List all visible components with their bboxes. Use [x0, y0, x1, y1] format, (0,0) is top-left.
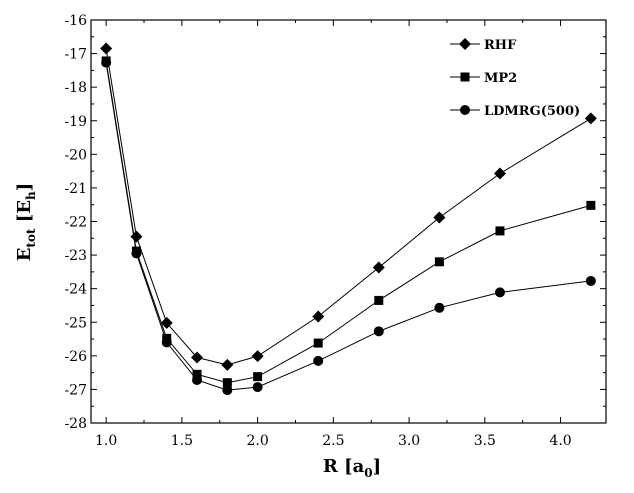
data-point-ldmrg-500	[373, 326, 384, 337]
y-axis-label-end: ]	[14, 183, 35, 192]
data-point-mp2	[495, 226, 505, 236]
y-tick-label: -18	[64, 80, 87, 96]
x-tick-label: 2.0	[246, 433, 268, 449]
data-point-mp2	[374, 295, 384, 305]
data-point-ldmrg-500	[131, 248, 142, 259]
y-tick-label: -24	[64, 282, 87, 298]
y-tick-label: -20	[64, 147, 87, 163]
data-point-ldmrg-500	[252, 382, 263, 393]
x-axis-label: R [a0]	[323, 456, 381, 480]
data-point-mp2	[192, 369, 202, 379]
y-tick-label: -22	[64, 215, 87, 231]
y-axis-label-main: E	[14, 248, 35, 262]
series-layer	[100, 42, 597, 396]
x-tick-label: 1.0	[95, 433, 117, 449]
data-point-mp2	[253, 372, 263, 382]
data-point-ldmrg-500	[161, 337, 172, 348]
data-point-rhf	[100, 42, 113, 55]
legend-marker-rhf	[459, 38, 471, 50]
series-line-rhf	[105, 48, 592, 366]
data-point-rhf	[251, 350, 264, 363]
data-point-mp2	[586, 200, 596, 210]
data-point-rhf	[493, 167, 506, 180]
y-tick-label: -23	[64, 248, 87, 264]
x-tick-label: 3.5	[474, 433, 496, 449]
x-axis-label-main: R [a	[323, 456, 365, 477]
y-tick-label: -28	[64, 416, 87, 432]
x-tick-label: 2.5	[322, 433, 344, 449]
x-axis-label-sub: 0	[364, 466, 372, 480]
y-tick-label: -16	[64, 13, 87, 29]
legend: RHF MP2 LDMRG(500)	[450, 38, 580, 119]
y-tick-label: -19	[64, 114, 87, 130]
data-point-rhf	[160, 316, 173, 329]
legend-label-mp2: MP2	[484, 71, 517, 86]
data-point-rhf	[372, 261, 385, 274]
data-point-ldmrg-500	[101, 57, 112, 68]
data-point-ldmrg-500	[434, 302, 445, 313]
legend-label-rhf: RHF	[484, 38, 517, 53]
data-point-rhf	[584, 112, 597, 125]
data-point-ldmrg-500	[222, 385, 233, 396]
x-tick-label: 1.5	[171, 433, 193, 449]
data-point-mp2	[222, 378, 232, 388]
data-point-rhf	[191, 351, 204, 364]
x-axis-label-end: ]	[373, 456, 382, 477]
y-axis-label: Etot [Eh]	[14, 183, 38, 262]
y-tick-label: -17	[64, 47, 87, 63]
data-point-ldmrg-500	[313, 355, 324, 366]
series-ldmrg-500	[101, 57, 596, 396]
data-point-rhf	[433, 211, 446, 224]
legend-marker-mp2	[460, 72, 470, 82]
axis-ticks: 1.0 1.5 2.0 2.5 3.0 3.5 4.0 -16 -17 -18 -19 -20 -21 -…	[64, 13, 606, 449]
y-axis-label-mid: [E	[14, 200, 35, 229]
series-rhf	[100, 42, 597, 371]
legend-marker-ldmrg-500	[460, 105, 470, 115]
data-point-ldmrg-500	[494, 287, 505, 298]
data-point-ldmrg-500	[192, 375, 203, 386]
y-tick-label: -26	[64, 349, 87, 365]
y-axis-label-sub-tot: tot	[24, 228, 38, 248]
x-tick-label: 3.0	[398, 433, 420, 449]
x-tick-label: 4.0	[549, 433, 571, 449]
data-point-rhf	[312, 310, 325, 323]
data-point-ldmrg-500	[585, 275, 596, 286]
y-tick-label: -27	[64, 382, 87, 398]
legend-label-ldmrg-500: LDMRG(500)	[484, 104, 580, 119]
data-point-mp2	[434, 257, 444, 267]
y-tick-label: -21	[64, 181, 87, 197]
data-point-mp2	[313, 338, 323, 348]
plot-frame	[90, 19, 607, 424]
data-point-rhf	[130, 230, 143, 243]
y-axis-label-sub-h: h	[24, 191, 38, 200]
y-tick-label: -25	[64, 315, 87, 331]
data-point-rhf	[221, 358, 234, 371]
